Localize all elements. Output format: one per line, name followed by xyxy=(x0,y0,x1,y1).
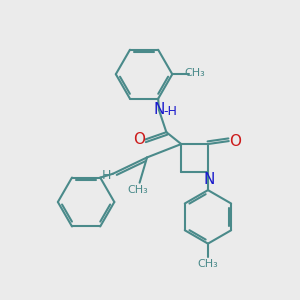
Text: H: H xyxy=(102,169,111,182)
Text: O: O xyxy=(229,134,241,148)
Text: N: N xyxy=(153,102,165,117)
Text: N: N xyxy=(204,172,215,187)
Text: CH₃: CH₃ xyxy=(198,260,218,269)
Text: -H: -H xyxy=(163,106,177,118)
Text: O: O xyxy=(133,132,145,147)
Text: CH₃: CH₃ xyxy=(184,68,205,78)
Text: CH₃: CH₃ xyxy=(128,185,148,195)
